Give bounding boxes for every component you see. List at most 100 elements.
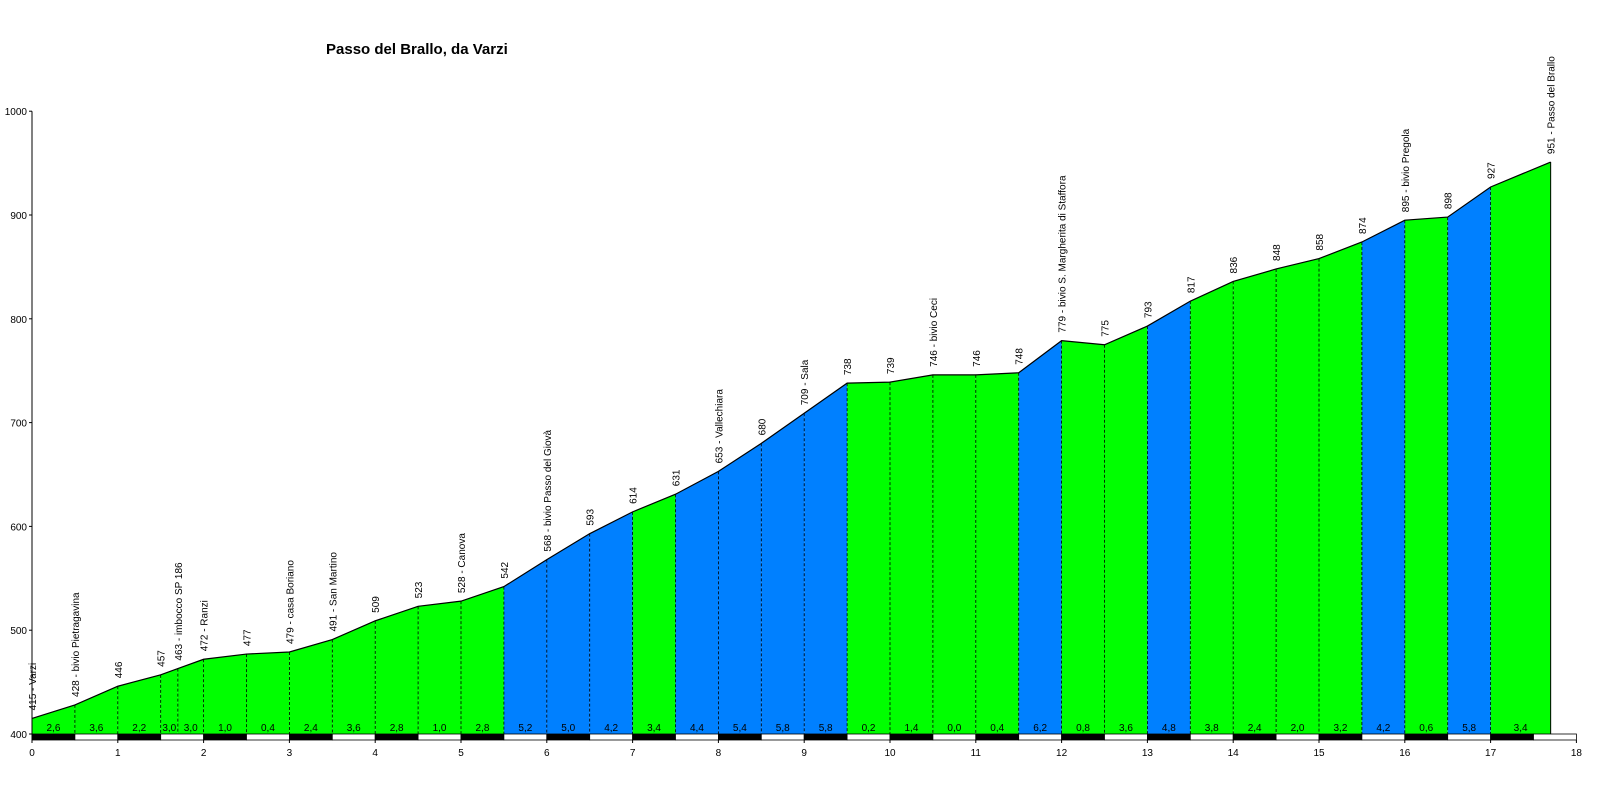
profile-segment: [1147, 301, 1191, 734]
km-bar-block: [160, 733, 204, 741]
km-bar-block: [503, 733, 548, 741]
km-bar-block: [1533, 733, 1577, 741]
km-bar-block: [1361, 733, 1406, 741]
grade-label: 4,4: [690, 723, 704, 734]
profile-segment: [932, 374, 976, 734]
x-tick-label: 1: [115, 748, 121, 759]
x-tick-label: 16: [1399, 748, 1411, 759]
km-bar-block: [1147, 733, 1191, 741]
grade-label: 5,8: [776, 723, 790, 734]
x-tick-label: 6: [544, 748, 550, 759]
profile-segment: [1404, 217, 1448, 735]
grade-label: 5,8: [819, 723, 833, 734]
point-label: 738: [843, 358, 854, 375]
km-bar-block: [417, 733, 462, 741]
y-tick-label: 700: [10, 419, 27, 430]
profile-segments: [31, 161, 1552, 735]
x-tick-label: 2: [201, 748, 207, 759]
profile-segment: [890, 374, 933, 734]
point-label: 415 - Varzi: [28, 663, 39, 711]
profile-segment: [1190, 281, 1234, 734]
km-bar-block: [975, 733, 1020, 741]
profile-segment: [503, 559, 547, 734]
km-bar-block: [460, 733, 505, 741]
point-label: 509: [371, 596, 382, 613]
point-label: 858: [1315, 233, 1326, 250]
km-bar-block: [546, 733, 591, 741]
x-tick-label: 8: [716, 748, 722, 759]
y-tick-label: 400: [10, 730, 27, 741]
x-tick-label: 11: [971, 748, 982, 759]
grade-label: 4,2: [1376, 723, 1390, 734]
point-label: 631: [672, 469, 683, 486]
grade-label: 3,0: [162, 723, 176, 734]
x-tick-label: 17: [1485, 748, 1497, 759]
km-bar-block: [246, 733, 290, 741]
profile-segment: [203, 654, 247, 734]
chart-title: Passo del Brallo, da Varzi: [326, 41, 508, 58]
profile-segment: [1233, 268, 1277, 734]
point-label: 614: [629, 487, 640, 504]
grade-label: 4,2: [604, 723, 618, 734]
x-tick-label: 0: [29, 748, 35, 759]
grade-label: 3,8: [1205, 723, 1219, 734]
profile-segment: [1319, 241, 1362, 734]
point-label: 848: [1272, 244, 1283, 261]
point-label: 568 - bivio Passo del Giovà: [543, 429, 554, 551]
km-bar-block: [331, 733, 376, 741]
point-label: 775: [1101, 320, 1112, 337]
grade-label: 0,4: [990, 723, 1004, 734]
grade-label: 1,4: [904, 723, 918, 734]
profile-segment: [1104, 326, 1148, 734]
grade-label: 0,2: [862, 723, 876, 734]
x-tick-label: 3: [287, 748, 293, 759]
point-label: 491 - San Martino: [328, 552, 339, 632]
profile-segment: [589, 511, 633, 734]
point-label: 457: [157, 650, 168, 667]
km-bar-block: [74, 733, 119, 741]
grade-label: 3,4: [1514, 723, 1528, 734]
profile-segment: [632, 494, 676, 734]
y-tick-label: 1000: [5, 107, 28, 118]
point-label: 951 - Passo del Brallo: [1547, 56, 1558, 154]
y-tick-label: 800: [10, 315, 27, 326]
grade-label: 1,0: [218, 723, 232, 734]
km-bar-block: [718, 733, 762, 741]
grade-label: 2,8: [475, 723, 489, 734]
x-tick-label: 13: [1142, 748, 1154, 759]
grade-label: 5,8: [1462, 723, 1476, 734]
km-bar-block: [1275, 733, 1320, 741]
profile-segment: [418, 601, 461, 734]
grade-label: 5,4: [733, 723, 747, 734]
grade-label: 3,6: [1119, 723, 1133, 734]
point-label: 653 - Vallechiara: [714, 389, 725, 464]
grade-label: 2,4: [304, 723, 318, 734]
point-label: 739: [886, 357, 897, 374]
grade-label: 5,0: [561, 723, 575, 734]
grade-label: 3,6: [347, 723, 361, 734]
profile-segment: [1490, 162, 1551, 734]
km-bar-block: [632, 733, 676, 741]
km-bar-block: [374, 733, 419, 741]
profile-segment: [289, 639, 333, 734]
km-bar-block: [589, 733, 634, 741]
grade-label: 6,2: [1033, 723, 1047, 734]
km-bar-block: [932, 733, 977, 741]
km-bar-block: [846, 733, 891, 741]
point-label: 709 - Sala: [800, 359, 811, 405]
point-label: 874: [1358, 217, 1369, 234]
point-label: 593: [586, 509, 597, 526]
grade-label: 2,0: [1291, 723, 1305, 734]
x-tick-label: 7: [630, 748, 636, 759]
point-label: 836: [1229, 256, 1240, 273]
profile-segment: [1447, 186, 1491, 734]
km-bar-block: [1232, 733, 1277, 741]
grade-label: 0,4: [261, 723, 275, 734]
x-tick-label: 4: [372, 748, 378, 759]
km-bar-block: [1490, 733, 1534, 741]
x-tick-label: 18: [1571, 748, 1583, 759]
km-bar-block: [1104, 733, 1148, 741]
profile-segment: [804, 383, 848, 734]
point-label: 748: [1015, 348, 1026, 365]
